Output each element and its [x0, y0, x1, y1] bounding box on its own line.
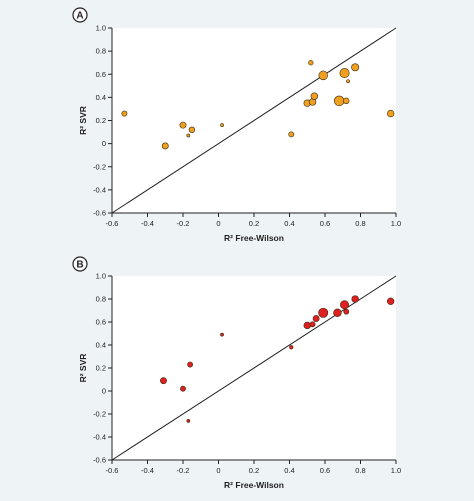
data-point — [340, 300, 349, 310]
y-tick-label: 1.0 — [96, 272, 106, 281]
data-point — [220, 332, 224, 337]
identity-line — [111, 275, 397, 461]
data-point — [188, 126, 196, 133]
x-tick-label: 0.6 — [320, 219, 330, 228]
x-tick-label: 0.4 — [284, 466, 294, 475]
data-point — [161, 142, 169, 150]
data-point — [303, 321, 311, 330]
x-tick-label: -0.4 — [141, 219, 154, 228]
x-tick-label: 0.4 — [284, 219, 294, 228]
x-tick-label: -0.6 — [106, 466, 119, 475]
x-tick-label: -0.6 — [106, 219, 119, 228]
y-tick-label: 0.6 — [96, 318, 106, 327]
y-tick-label: -0.4 — [93, 433, 106, 442]
y-tick-label: 0 — [102, 139, 106, 148]
identity-line — [111, 27, 397, 214]
y-tick-label: 0 — [102, 387, 106, 396]
chart-panel-b: B -0.6 -0.4 -0.2 0 0.2 0.4 0.6 0.8 1.0 -0.6 -0.4 -0.… — [72, 256, 401, 490]
data-point — [386, 297, 395, 305]
x-tick-label: 0.8 — [355, 466, 365, 475]
data-point — [179, 121, 187, 129]
data-point — [351, 295, 359, 303]
panel-label: A — [76, 11, 83, 22]
panel-label-badge: A — [72, 7, 88, 23]
data-point — [180, 385, 186, 392]
x-tick-label: 1.0 — [391, 466, 401, 475]
data-point — [312, 315, 320, 322]
y-tick-label: 0.6 — [96, 70, 106, 79]
x-tick-label: 0.2 — [249, 219, 259, 228]
data-point — [121, 110, 128, 117]
panel-label-circle — [72, 7, 88, 23]
x-axis-label: R² Free-Wilson — [224, 233, 284, 243]
x-tick-label: 0 — [216, 219, 220, 228]
data-point — [186, 133, 191, 138]
data-point — [318, 307, 329, 318]
data-point — [333, 308, 342, 317]
x-tick-label: 0.2 — [249, 466, 259, 475]
data-point — [220, 123, 224, 127]
x-axis-label: R² Free-Wilson — [224, 480, 284, 490]
data-point — [309, 321, 316, 328]
data-point — [351, 63, 360, 72]
y-axis-label: R² SVR — [78, 354, 88, 383]
y-tick-label: 0.8 — [96, 295, 106, 304]
data-point — [160, 377, 167, 385]
data-point — [289, 345, 294, 350]
y-axis-label: R² SVR — [78, 106, 88, 135]
x-tick-label: -0.2 — [177, 219, 190, 228]
data-point — [187, 361, 193, 368]
y-tick-label: -0.2 — [93, 410, 106, 419]
chart-panel-a: A -0.6 -0.4 -0.2 0 0.2 0.4 0.6 0.8 1.0 -0.6 -0.4 -0.… — [72, 7, 401, 243]
data-point — [343, 308, 350, 315]
data-point — [386, 109, 395, 118]
data-point — [343, 97, 350, 105]
panel-label: B — [76, 260, 83, 271]
y-tick-label: -0.6 — [93, 456, 106, 465]
data-point — [346, 79, 350, 84]
y-tick-label: 0.4 — [96, 341, 106, 350]
y-tick-label: -0.4 — [93, 185, 106, 194]
data-point — [186, 419, 191, 423]
data-point — [288, 131, 295, 138]
x-tick-label: 0.6 — [320, 466, 330, 475]
data-point — [318, 70, 328, 81]
data-point — [339, 68, 350, 79]
data-point — [308, 60, 314, 66]
y-tick-label: 0.2 — [96, 116, 106, 125]
y-tick-label: 0.4 — [96, 93, 106, 102]
y-tick-label: 0.8 — [96, 47, 106, 56]
y-tick-label: 1.0 — [96, 24, 106, 33]
x-tick-label: 0.8 — [355, 219, 365, 228]
data-point — [310, 92, 319, 100]
y-tick-label: -0.2 — [93, 162, 106, 171]
y-tick-label: -0.6 — [93, 209, 106, 218]
y-tick-label: 0.2 — [96, 364, 106, 373]
x-tick-label: -0.4 — [141, 466, 154, 475]
panel-label-badge: B — [72, 256, 88, 272]
data-point — [333, 95, 345, 107]
x-tick-label: 1.0 — [391, 219, 401, 228]
x-tick-label: -0.2 — [177, 466, 190, 475]
panel-label-circle — [72, 256, 88, 272]
x-tick-label: 0 — [216, 466, 220, 475]
